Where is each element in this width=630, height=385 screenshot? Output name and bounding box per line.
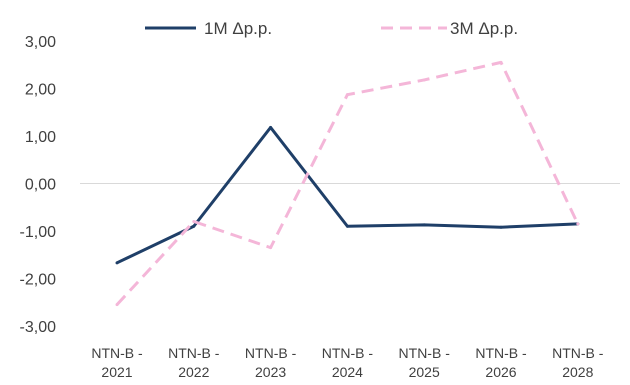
x-tick-label-line: 2022 [178, 364, 209, 380]
data-point [576, 222, 580, 226]
y-tick-label: -3,00 [20, 319, 57, 336]
y-tick-label: -1,00 [20, 224, 57, 241]
x-tick-label-line: NTN-B - [91, 345, 143, 361]
data-point [192, 224, 196, 228]
x-tick-label-line: 2028 [562, 364, 593, 380]
x-tick-label-line: NTN-B - [168, 345, 220, 361]
legend-label-1m: 1M Δp.p. [204, 19, 272, 38]
x-tick-label-line: NTN-B - [322, 345, 374, 361]
x-tick-label: NTN-B - 2022 [168, 345, 220, 380]
x-tick-label: NTN-B - 2028 [552, 345, 604, 380]
data-point [499, 60, 503, 64]
y-tick-label: 0,00 [25, 177, 56, 194]
data-point [115, 261, 119, 265]
data-point [422, 78, 426, 82]
x-tick-label-line: 2021 [101, 364, 132, 380]
y-tick-label: 2,00 [25, 82, 56, 99]
x-tick-label-line: 2024 [332, 364, 363, 380]
y-tick-label: 3,00 [25, 34, 56, 51]
x-tick-label-line: NTN-B - [399, 345, 451, 361]
x-tick-label-line: NTN-B - [475, 345, 527, 361]
data-point [269, 246, 273, 250]
series-layer [115, 60, 580, 307]
data-point [345, 93, 349, 97]
y-tick-label: -2,00 [20, 272, 57, 289]
x-tick-label-line: 2023 [255, 364, 286, 380]
data-point [499, 225, 503, 229]
data-point [269, 125, 273, 129]
x-tick-label: NTN-B - 2023 [245, 345, 297, 380]
x-tick-label: NTN-B - 2024 [322, 345, 374, 380]
x-tick-label: NTN-B - 2026 [475, 345, 527, 380]
x-tick-label: NTN-B - 2025 [399, 345, 451, 380]
x-tick-label-line: NTN-B - [552, 345, 604, 361]
legend: 1M Δp.p. 3M Δp.p. [145, 19, 518, 38]
data-point [422, 223, 426, 227]
y-tick-label: 1,00 [25, 129, 56, 146]
series-0 [115, 125, 580, 265]
x-tick-label-line: 2026 [485, 364, 516, 380]
y-axis: 3,00 2,00 1,00 0,00 -1,00 -2,00 -3,00 [20, 34, 57, 336]
data-point [115, 303, 119, 307]
legend-label-3m: 3M Δp.p. [450, 19, 518, 38]
series-line [116, 125, 578, 265]
x-tick-label-line: NTN-B - [245, 345, 297, 361]
data-point [192, 220, 196, 223]
x-tick-label: NTN-B - 2021 [91, 345, 143, 380]
series-1 [115, 60, 580, 307]
x-tick-label-line: 2025 [409, 364, 440, 380]
data-point [345, 224, 349, 228]
